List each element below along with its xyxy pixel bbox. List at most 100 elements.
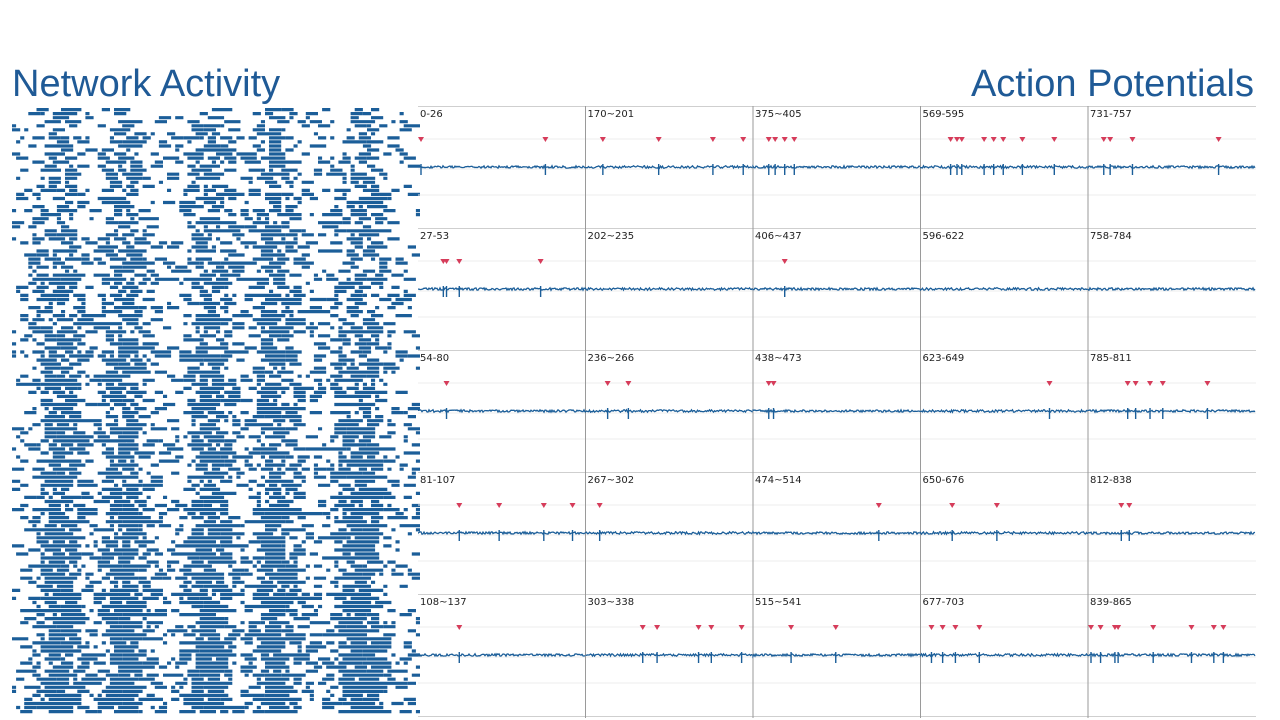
raster-spikes: [12, 108, 420, 714]
panel-label: 375~405: [755, 109, 802, 120]
spike-marker: [1132, 381, 1139, 386]
panel-label: 515~541: [755, 597, 802, 608]
spike-marker: [654, 625, 661, 630]
spike-marker: [1147, 381, 1154, 386]
spike-marker: [604, 381, 611, 386]
spike-marker: [952, 625, 959, 630]
trace-panel: 677-703: [919, 597, 1089, 663]
voltage-trace: [1087, 652, 1256, 658]
voltage-trace: [752, 286, 921, 292]
panel-label: 731-757: [1090, 109, 1132, 120]
spike-marker: [740, 137, 747, 142]
action-potentials-title: Action Potentials: [970, 63, 1254, 105]
panel-label: 438~473: [755, 353, 802, 364]
spike-marker: [1115, 625, 1122, 630]
spike-marker: [1051, 137, 1058, 142]
panel-label: 27-53: [420, 231, 449, 242]
panel-label: 677-703: [923, 597, 965, 608]
panel-label: 785-811: [1090, 353, 1132, 364]
voltage-trace: [919, 530, 1089, 536]
panel-label: 170~201: [588, 109, 635, 120]
voltage-trace: [584, 164, 753, 170]
spike-marker: [596, 503, 603, 508]
trace-panel: 236~266: [584, 353, 753, 419]
trace-panel: 375~405: [752, 109, 921, 175]
trace-panel: 54-80: [418, 353, 586, 419]
voltage-trace: [752, 164, 921, 170]
spike-marker: [1210, 625, 1217, 630]
voltage-trace: [584, 408, 753, 414]
spike-marker: [456, 625, 463, 630]
panel-label: 839-865: [1090, 597, 1132, 608]
voltage-trace: [919, 652, 1089, 658]
trace-panel: 81-107: [418, 475, 586, 541]
network-activity-raster: [12, 108, 420, 714]
spike-marker: [1019, 137, 1026, 142]
spike-marker: [981, 137, 988, 142]
spike-marker: [958, 137, 965, 142]
voltage-trace: [1087, 286, 1256, 292]
trace-panel: 438~473: [752, 353, 921, 419]
trace-panel: 812-838: [1087, 475, 1256, 541]
voltage-trace: [752, 652, 921, 659]
trace-panel: 267~302: [584, 475, 753, 541]
spike-marker: [569, 503, 576, 508]
spike-marker: [496, 503, 503, 508]
panel-label: 81-107: [420, 475, 455, 486]
spike-marker: [655, 137, 662, 142]
voltage-trace: [418, 652, 586, 658]
voltage-trace: [1087, 408, 1256, 414]
panel-label: 812-838: [1090, 475, 1132, 486]
trace-panel: 108~137: [418, 597, 586, 663]
spike-marker: [1204, 381, 1211, 386]
voltage-trace: [585, 652, 753, 658]
trace-panel: 650-676: [919, 475, 1089, 541]
voltage-trace: [919, 164, 1088, 170]
spike-marker: [709, 137, 716, 142]
spike-marker: [1046, 381, 1053, 386]
spike-marker: [418, 137, 424, 142]
spike-marker: [976, 625, 983, 630]
trace-panel: 303~338: [585, 597, 753, 663]
spike-marker: [456, 259, 463, 264]
trace-panel: 0-26: [418, 109, 586, 175]
voltage-trace: [418, 530, 586, 536]
spike-marker: [1100, 137, 1107, 142]
spike-marker: [695, 625, 702, 630]
voltage-trace: [418, 164, 586, 170]
spike-marker: [1159, 381, 1166, 386]
spike-marker: [791, 137, 798, 142]
spike-marker: [781, 259, 788, 264]
panel-label: 596-622: [923, 231, 965, 242]
trace-panel: 839-865: [1087, 597, 1256, 663]
trace-panel: 170~201: [584, 109, 753, 175]
spike-marker: [738, 625, 745, 630]
spike-marker: [625, 381, 632, 386]
spike-marker: [1129, 137, 1136, 142]
spike-marker: [1097, 625, 1104, 630]
spike-marker: [765, 137, 772, 142]
trace-panel: 202~235: [584, 231, 753, 292]
trace-panel: 731-757: [1087, 109, 1256, 175]
panel-label: 758-784: [1090, 231, 1132, 242]
spike-marker: [1126, 503, 1133, 508]
panel-label: 202~235: [588, 231, 635, 242]
trace-panel: 474~514: [752, 475, 921, 541]
spike-marker: [1088, 625, 1094, 630]
spike-marker: [1220, 625, 1227, 630]
spike-marker: [875, 503, 882, 508]
spike-marker: [1107, 137, 1114, 142]
action-potentials-grid: 0-26 27-53 54-80 81-107 108~137 170~201 202~23…: [418, 106, 1256, 718]
spike-marker: [639, 625, 646, 630]
spike-marker: [990, 137, 997, 142]
spike-marker: [788, 625, 795, 630]
voltage-trace: [584, 530, 753, 536]
panel-label: 650-676: [923, 475, 965, 486]
panel-label: 303~338: [588, 597, 635, 608]
spike-marker: [542, 137, 549, 142]
spike-marker: [1150, 625, 1157, 630]
spike-marker: [928, 625, 935, 630]
voltage-trace: [752, 408, 921, 414]
panel-label: 0-26: [420, 109, 443, 120]
panel-label: 267~302: [588, 475, 635, 486]
